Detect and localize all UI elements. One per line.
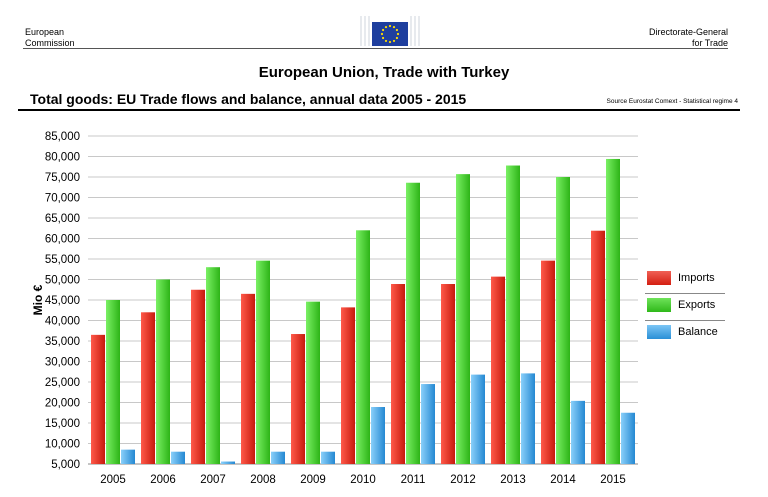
y-tick-label: 85,000 (45, 131, 80, 143)
x-tick-label: 2015 (600, 474, 626, 486)
bar-imports (541, 260, 555, 464)
y-tick-label: 35,000 (45, 336, 80, 348)
bar-exports (556, 177, 570, 464)
bar-balance (221, 461, 235, 464)
y-tick-label: 60,000 (45, 234, 80, 246)
bar-balance (121, 449, 135, 464)
bar-imports (491, 276, 505, 464)
y-tick-label: 75,000 (45, 172, 80, 184)
header-dept-line1: Directorate-General (648, 27, 728, 37)
bar-exports (406, 182, 420, 465)
y-tick-label: 40,000 (45, 316, 80, 328)
source-note: Source Eurostat Comext - Statistical reg… (606, 98, 739, 105)
y-tick-label: 5,000 (51, 459, 80, 471)
bar-balance (621, 412, 635, 464)
bar-balance (321, 451, 335, 464)
x-tick-label: 2010 (350, 474, 376, 486)
legend-item-imports: Imports (645, 267, 725, 294)
bar-balance (271, 451, 285, 464)
y-tick-label: 10,000 (45, 439, 80, 451)
legend-item-exports: Exports (645, 294, 725, 321)
chart-legend: Imports Exports Balance (645, 267, 725, 347)
bar-imports (591, 230, 605, 464)
bar-balance (521, 373, 535, 464)
y-tick-label: 50,000 (45, 275, 80, 287)
x-tick-label: 2007 (200, 474, 226, 486)
bar-imports (291, 334, 305, 464)
bar-exports (206, 267, 220, 464)
bar-imports (391, 284, 405, 464)
bar-exports (506, 165, 520, 464)
bar-balance (171, 451, 185, 464)
bar-imports (91, 334, 105, 464)
legend-label-imports: Imports (678, 272, 715, 284)
y-tick-label: 20,000 (45, 398, 80, 410)
y-tick-label: 30,000 (45, 357, 80, 369)
bar-imports (441, 284, 455, 464)
bar-balance (371, 407, 385, 464)
x-tick-label: 2009 (300, 474, 326, 486)
header-divider (23, 48, 728, 49)
eu-flag-icon (360, 16, 420, 46)
legend-item-balance: Balance (645, 321, 725, 347)
bar-imports (341, 307, 355, 464)
page-title: European Union, Trade with Turkey (258, 64, 510, 81)
y-axis-label: Mio € (31, 284, 45, 315)
bar-imports (241, 293, 255, 464)
y-tick-label: 15,000 (45, 418, 80, 430)
y-tick-label: 55,000 (45, 254, 80, 266)
x-tick-label: 2005 (100, 474, 126, 486)
bar-imports (191, 289, 205, 464)
bar-exports (456, 174, 470, 464)
title-divider (18, 109, 740, 111)
legend-swatch-exports (647, 298, 671, 312)
y-tick-label: 45,000 (45, 295, 80, 307)
legend-swatch-balance (647, 325, 671, 339)
bar-balance (471, 374, 485, 464)
x-tick-label: 2006 (150, 474, 176, 486)
bar-exports (156, 279, 170, 464)
bar-imports (141, 312, 155, 464)
bar-exports (256, 260, 270, 464)
bar-exports (106, 300, 120, 464)
header-dept-line2: for Trade (691, 38, 728, 48)
header-org-line2: Commission (25, 38, 75, 48)
bar-balance (421, 384, 435, 464)
header-org-line1: European (25, 27, 65, 37)
header-organization: European Commission (25, 27, 145, 49)
x-tick-label: 2012 (450, 474, 476, 486)
y-tick-label: 65,000 (45, 213, 80, 225)
x-tick-label: 2008 (250, 474, 276, 486)
x-tick-label: 2011 (401, 474, 426, 486)
x-tick-label: 2014 (550, 474, 576, 486)
x-tick-label: 2013 (500, 474, 526, 486)
y-tick-label: 25,000 (45, 377, 80, 389)
bar-balance (571, 400, 585, 464)
bar-exports (306, 301, 320, 464)
legend-swatch-imports (647, 271, 671, 285)
bar-exports (356, 230, 370, 464)
y-tick-label: 80,000 (45, 152, 80, 164)
bar-exports (606, 158, 620, 464)
y-tick-label: 70,000 (45, 193, 80, 205)
header-department: Directorate-General for Trade (588, 27, 728, 49)
legend-label-exports: Exports (678, 299, 716, 311)
legend-label-balance: Balance (678, 326, 718, 338)
chart-title: Total goods: EU Trade flows and balance,… (30, 91, 467, 107)
